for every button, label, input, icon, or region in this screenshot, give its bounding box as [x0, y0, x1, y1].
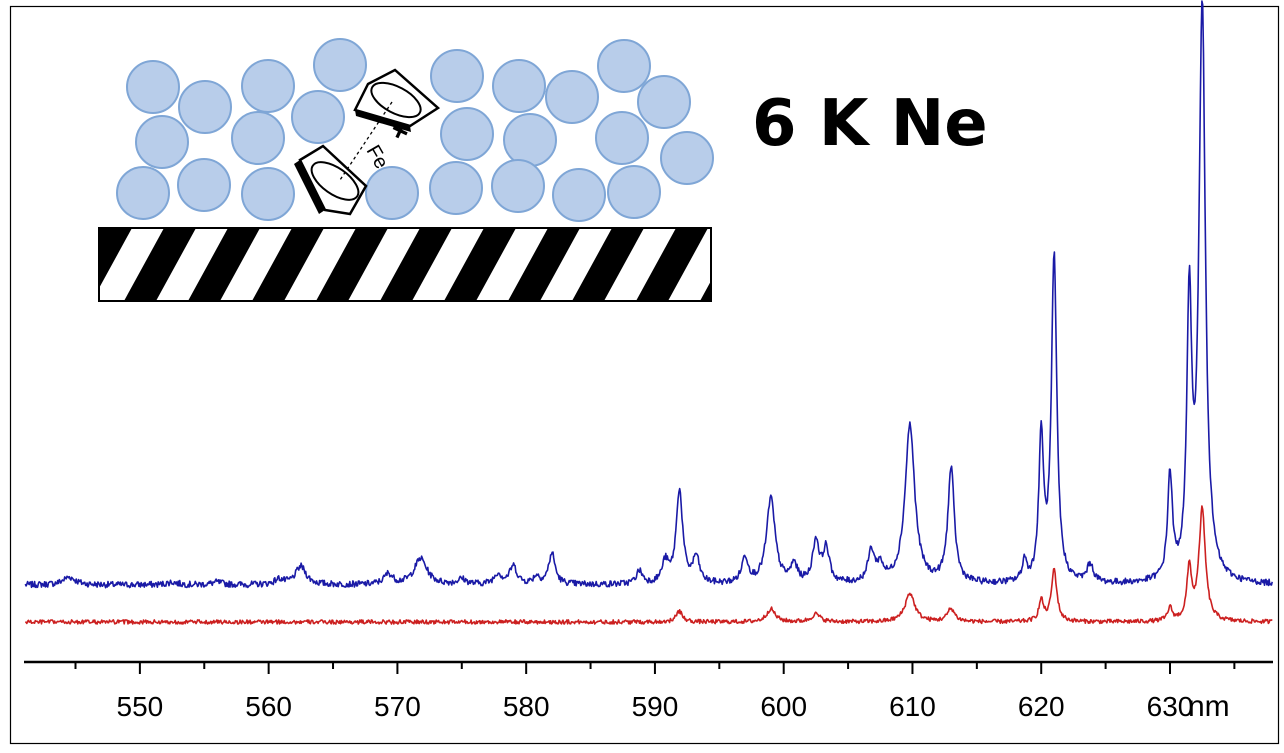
neon-atom — [135, 115, 189, 169]
neon-atom — [660, 131, 714, 185]
plot-area — [24, 0, 1273, 625]
x-axis-unit: nm — [1188, 690, 1230, 723]
x-tick-label: 580 — [503, 691, 550, 722]
neon-atom — [241, 167, 295, 221]
chart-title: 6 K Ne — [752, 87, 988, 161]
neon-atom — [430, 49, 484, 103]
neon-atom — [597, 39, 651, 93]
neon-atom — [491, 159, 545, 213]
x-tick-label: 570 — [374, 691, 421, 722]
substrate-stripe — [124, 228, 196, 301]
neon-atom — [313, 38, 367, 92]
substrate-stripe — [636, 228, 708, 301]
substrate-stripe — [99, 228, 132, 289]
substrate-stripe — [508, 228, 580, 301]
neon-atom — [440, 107, 494, 161]
substrate-stripe — [444, 228, 516, 301]
neon-atom — [607, 165, 661, 219]
substrate-stripe — [316, 228, 388, 301]
x-tick-label: 590 — [632, 691, 679, 722]
neon-atom — [503, 113, 557, 167]
neon-atom — [545, 70, 599, 124]
spectrum-line-blue — [24, 0, 1273, 589]
substrate — [98, 227, 712, 302]
neon-atom — [241, 59, 295, 113]
x-tick-label: 550 — [117, 691, 164, 722]
neon-atoms — [116, 38, 714, 222]
neon-atom — [429, 161, 483, 215]
neon-atom — [116, 166, 170, 220]
spectrum-line-red — [24, 505, 1273, 625]
matrix-illustration: Fe + — [98, 38, 714, 302]
neon-atom — [231, 111, 285, 165]
neon-atom — [177, 158, 231, 212]
x-axis: 550 560 570 580 590 600 610 620 630 nm — [24, 660, 1273, 723]
neon-atom — [365, 166, 419, 220]
neon-atom — [552, 168, 606, 222]
x-tick-label: 610 — [889, 691, 936, 722]
substrate-stripe — [572, 228, 644, 301]
substrate-stripe — [188, 228, 260, 301]
x-tick-label: 630 — [1147, 691, 1194, 722]
neon-atom — [595, 111, 649, 165]
x-tick-label: 560 — [245, 691, 292, 722]
upper-ring-aromatic-circle — [370, 81, 422, 119]
neon-atom — [178, 80, 232, 134]
neon-atom — [637, 75, 691, 129]
substrate-stripe — [380, 228, 452, 301]
substrate-stripe — [700, 280, 711, 301]
substrate-stripe — [252, 228, 324, 301]
x-tick-label: 620 — [1018, 691, 1065, 722]
neon-atom — [126, 60, 180, 114]
molecular-axis — [339, 101, 393, 181]
neon-atom — [291, 90, 345, 144]
neon-atom — [492, 59, 546, 113]
x-tick-label: 600 — [760, 691, 807, 722]
lower-ring-aromatic-circle — [310, 161, 360, 201]
